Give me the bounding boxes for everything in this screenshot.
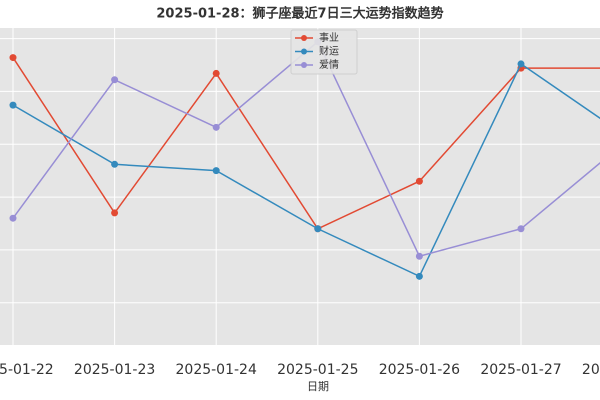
legend-marker	[301, 48, 307, 55]
x-tick-label: 2025-01-27	[480, 362, 561, 378]
data-point	[314, 225, 322, 233]
data-point	[111, 76, 119, 84]
data-point	[415, 177, 423, 185]
data-point	[111, 209, 119, 217]
data-point	[111, 160, 119, 168]
x-tick-label: 2025-01-24	[176, 362, 257, 378]
legend-label: 事业	[319, 31, 339, 44]
x-tick-label: 2025-01-28	[582, 362, 600, 378]
data-point	[212, 69, 220, 77]
legend-marker	[301, 62, 307, 68]
data-point	[517, 225, 525, 233]
data-point	[212, 167, 220, 175]
data-point	[415, 272, 423, 280]
x-tick-label: 2025-01-23	[74, 362, 155, 378]
data-point	[517, 60, 525, 68]
chart-title: 2025-01-28：狮子座最近7日三大运势指数趋势	[156, 6, 443, 22]
legend-label: 爱情	[319, 58, 339, 71]
legend-marker	[301, 35, 307, 41]
x-tick-label: 2025-01-26	[379, 362, 460, 378]
x-tick-label: 2025-01-25	[277, 362, 358, 378]
plot-background	[0, 28, 600, 345]
legend-label: 财运	[319, 45, 339, 58]
data-point	[415, 252, 423, 260]
data-point	[9, 214, 17, 222]
data-point	[9, 54, 17, 62]
data-point	[212, 123, 220, 131]
legend-box	[290, 29, 358, 75]
data-point	[9, 101, 17, 109]
x-axis-label: 日期	[307, 380, 329, 393]
x-tick-label: 2025-01-22	[0, 362, 54, 378]
